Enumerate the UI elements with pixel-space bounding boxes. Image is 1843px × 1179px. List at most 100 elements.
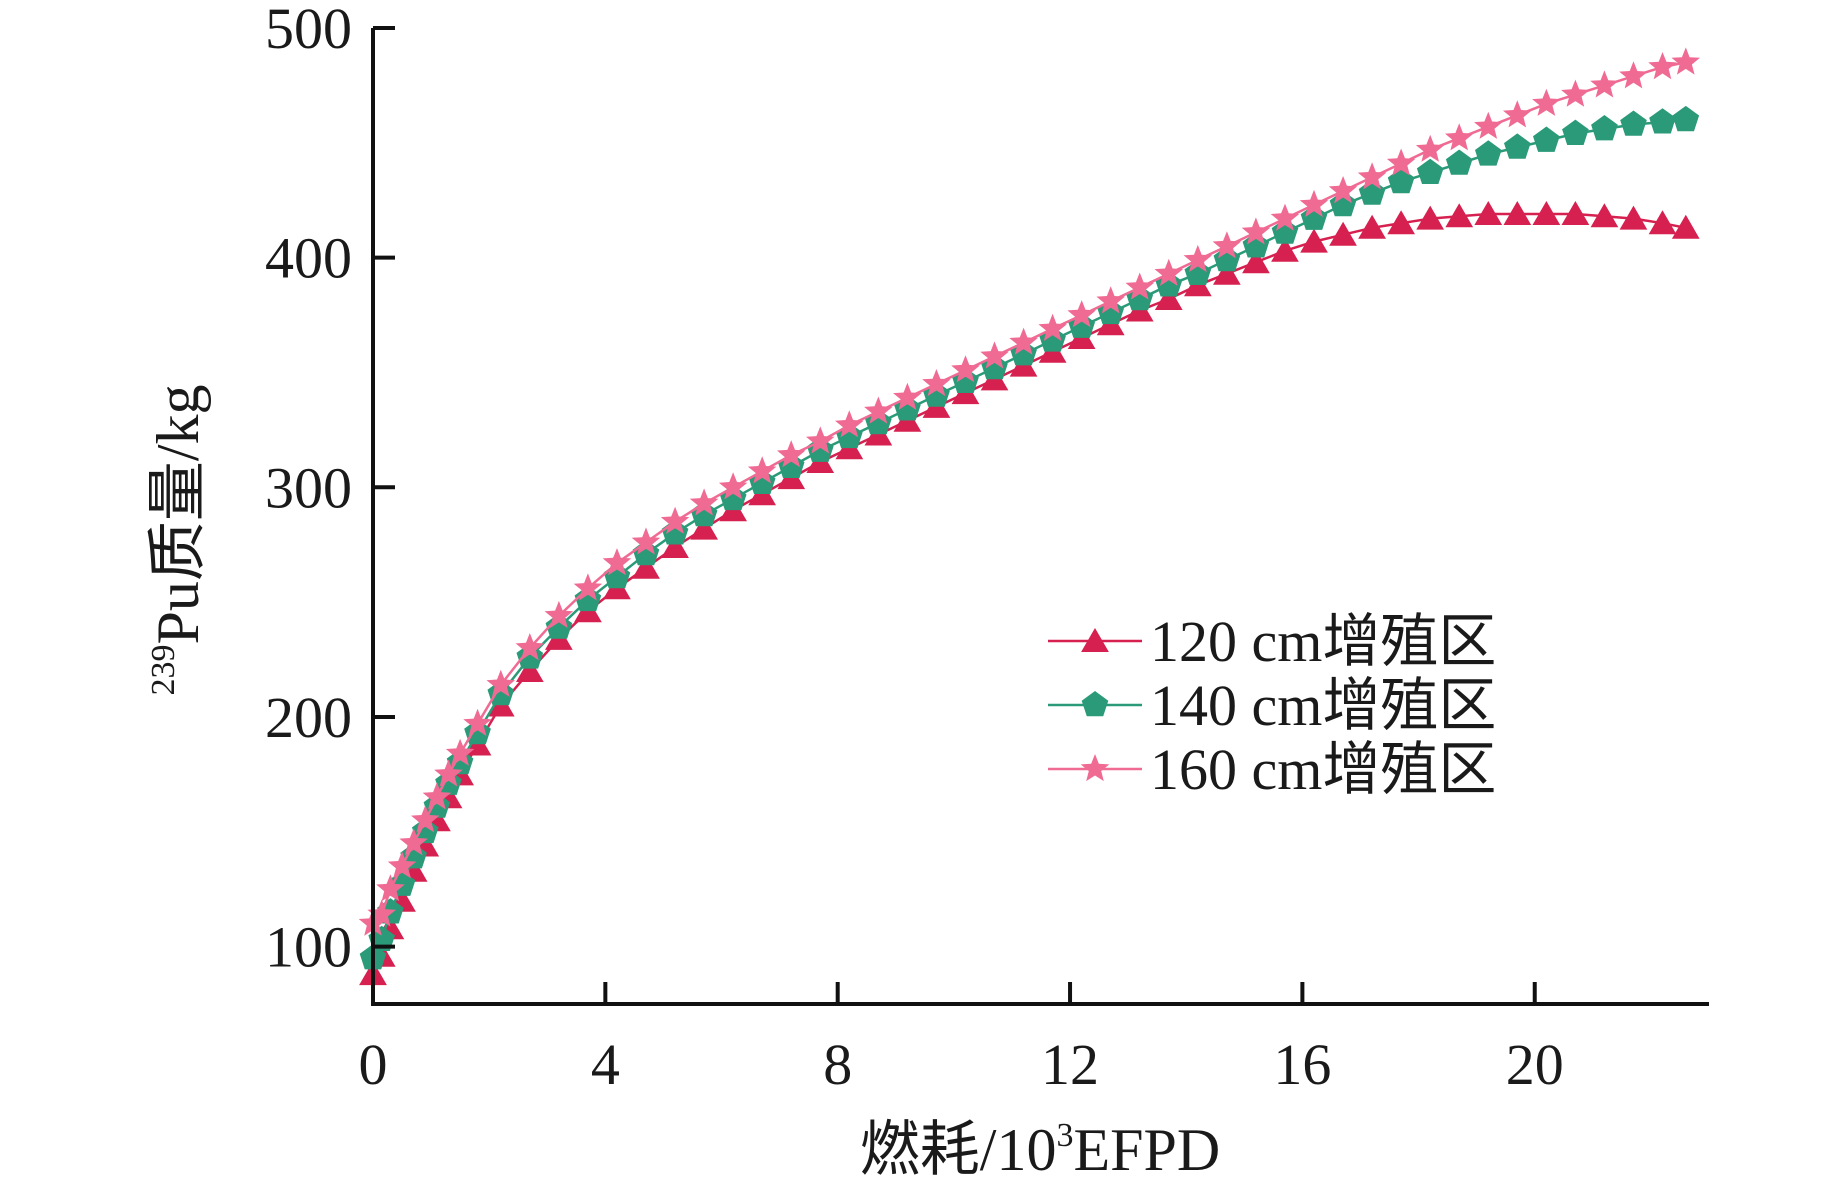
legend-item: 120 cm增殖区 <box>1048 609 1496 674</box>
data-point <box>1671 47 1700 75</box>
x-tick-label: 8 <box>823 1032 852 1097</box>
data-point <box>376 874 405 902</box>
data-point <box>422 782 452 810</box>
data-point <box>1445 149 1473 175</box>
data-point <box>1183 244 1213 273</box>
data-point <box>411 805 440 833</box>
legend-label: 120 cm增殖区 <box>1150 609 1496 674</box>
data-point <box>1329 221 1357 246</box>
x-axis-title-prefix: 燃耗/10 <box>860 1117 1057 1179</box>
series-layer <box>358 47 1700 986</box>
x-axis-title: 燃耗/103EFPD <box>860 1117 1220 1179</box>
data-point <box>387 851 417 879</box>
data-point <box>1009 327 1038 355</box>
data-point <box>718 472 748 500</box>
data-point <box>1386 148 1416 176</box>
data-point <box>1591 115 1618 141</box>
data-point <box>1561 79 1590 107</box>
x-tick-label: 4 <box>591 1032 620 1097</box>
data-point <box>367 899 396 927</box>
y-tick-label: 300 <box>265 455 352 520</box>
data-point <box>1212 231 1242 259</box>
data-point <box>1038 313 1067 341</box>
y-tick-label: 200 <box>265 685 352 750</box>
data-point <box>1590 70 1619 98</box>
data-point <box>864 396 893 424</box>
x-tick-label: 20 <box>1506 1032 1564 1097</box>
data-point <box>1387 210 1415 235</box>
data-point <box>777 440 806 468</box>
data-point <box>1649 108 1676 134</box>
data-point <box>806 426 835 454</box>
data-point <box>632 554 660 579</box>
data-point <box>661 534 689 558</box>
legend-item: 160 cm增殖区 <box>1048 737 1496 802</box>
y-tick-label: 400 <box>265 226 352 291</box>
data-point <box>1503 100 1532 128</box>
data-point <box>486 669 516 697</box>
y-tick-label: 500 <box>265 0 352 61</box>
data-point <box>1125 272 1154 300</box>
data-point <box>1213 260 1241 285</box>
data-point <box>1445 203 1474 228</box>
y-axis-title-main: Pu质量/kg <box>145 384 211 644</box>
data-point <box>660 506 690 534</box>
legend-marker <box>1081 691 1109 717</box>
series-star <box>358 47 1700 936</box>
data-point <box>1672 105 1700 132</box>
data-point <box>1532 88 1561 116</box>
data-point <box>1619 61 1648 89</box>
data-point <box>434 759 463 787</box>
data-point <box>1299 189 1329 217</box>
data-point <box>631 527 661 555</box>
data-point <box>1154 286 1183 310</box>
data-point <box>1416 205 1444 230</box>
legend-label: 140 cm增殖区 <box>1150 673 1496 738</box>
data-point <box>1562 119 1589 145</box>
data-point <box>544 600 574 628</box>
data-point <box>690 515 718 540</box>
data-point <box>1619 205 1648 230</box>
data-point <box>1532 201 1561 225</box>
data-point <box>516 658 544 682</box>
data-point <box>1475 140 1502 166</box>
tick-layer: 0 4 8 12 16 20 100 200 300 400 500 <box>265 0 1564 1097</box>
data-point <box>515 633 545 661</box>
data-point <box>893 382 922 410</box>
data-point <box>1415 134 1445 162</box>
data-point <box>747 456 777 484</box>
series-line <box>371 118 1686 959</box>
data-point <box>463 708 492 736</box>
legend-marker <box>1080 754 1110 782</box>
data-point <box>1671 214 1700 239</box>
series-line <box>371 212 1687 975</box>
data-point <box>1648 52 1677 80</box>
data-point <box>1328 176 1358 204</box>
y-axis-title: 239Pu质量/kg <box>145 384 211 695</box>
data-point <box>1357 162 1387 190</box>
data-point <box>1067 300 1096 328</box>
data-point <box>399 828 428 856</box>
data-point <box>1300 228 1328 253</box>
data-point <box>1620 110 1647 136</box>
series-line <box>372 61 1687 925</box>
data-point <box>980 341 1009 369</box>
data-point <box>835 410 864 438</box>
x-axis-title-suffix: EFPD <box>1073 1117 1220 1179</box>
data-point <box>445 738 475 766</box>
data-point <box>1533 126 1560 152</box>
data-point <box>1270 203 1300 231</box>
x-tick-label: 12 <box>1041 1032 1099 1097</box>
data-point <box>1096 286 1125 314</box>
data-point <box>1358 214 1386 239</box>
data-point <box>1474 201 1503 225</box>
axes-layer <box>371 28 1709 1006</box>
series-triangle <box>359 201 1700 986</box>
legend-item: 140 cm增殖区 <box>1048 673 1496 738</box>
data-point <box>1474 111 1503 139</box>
legend-label: 160 cm增殖区 <box>1150 737 1496 802</box>
data-point <box>951 355 980 383</box>
data-point <box>1590 203 1619 228</box>
